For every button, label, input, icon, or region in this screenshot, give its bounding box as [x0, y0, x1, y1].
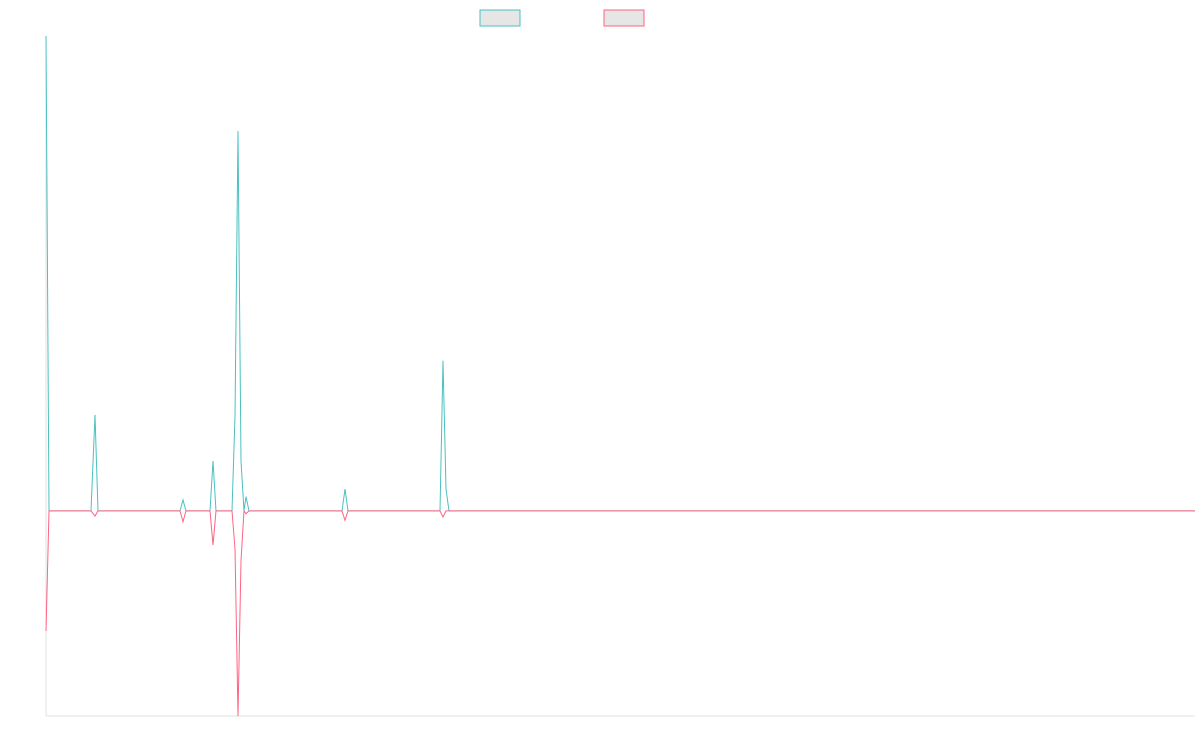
- series-line: [45, 509, 1195, 717]
- legend-box[interactable]: [603, 9, 645, 27]
- legend-box[interactable]: [479, 9, 521, 27]
- series-line: [45, 35, 1195, 512]
